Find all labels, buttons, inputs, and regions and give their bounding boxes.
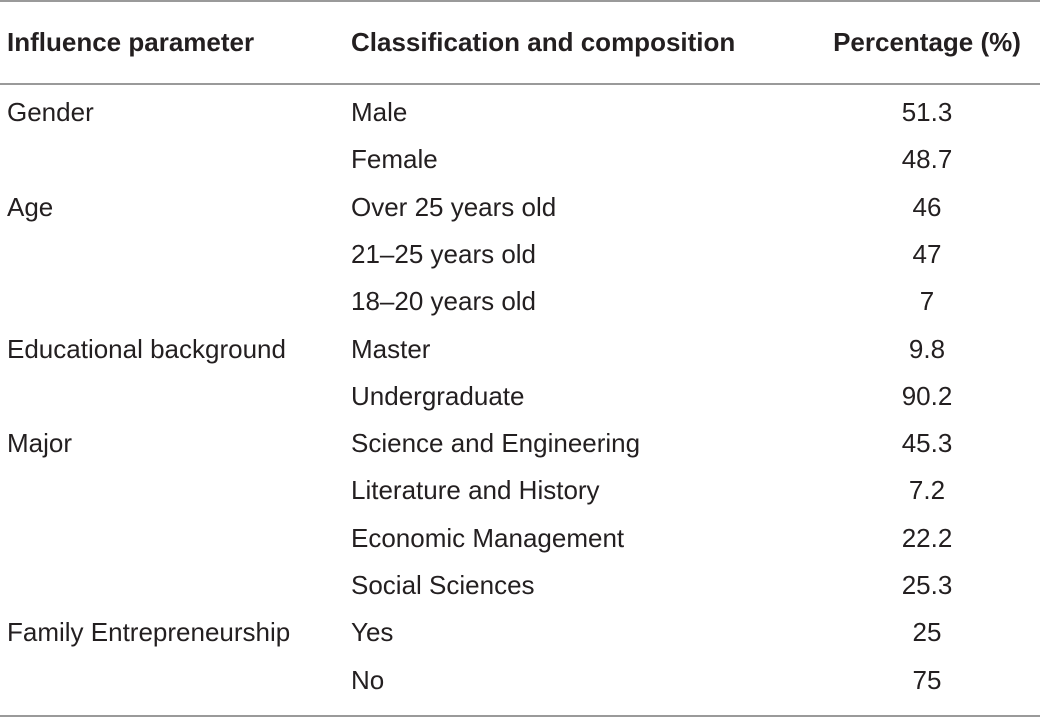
classification-cell: Economic Management [351, 522, 625, 553]
classification-cell: Literature and History [351, 475, 600, 506]
classification-cell: Female [351, 144, 438, 175]
percentage-cell: 47 [912, 238, 942, 269]
classification-cell: Male [351, 97, 408, 127]
classification-cell: 18–20 years old [351, 286, 537, 317]
parameter-cell: Major [7, 428, 73, 459]
bottom-rule [0, 715, 1040, 717]
header-cell: Classification and composition [351, 27, 736, 57]
classification-cell: Undergraduate [351, 380, 525, 411]
parameter-cell: Educational background [7, 333, 286, 364]
percentage-cell: 46 [912, 191, 942, 222]
header-cell: Influence parameter [7, 27, 255, 57]
header-rule [0, 83, 1040, 85]
top-rule [0, 0, 1040, 2]
classification-cell: 21–25 years old [351, 238, 537, 269]
percentage-cell: 90.2 [901, 380, 953, 411]
parameter-cell: Gender [7, 97, 94, 127]
percentage-cell: 7 [919, 286, 935, 317]
percentage-cell: 45.3 [901, 428, 953, 459]
percentage-cell: 75 [912, 664, 942, 695]
parameter-cell: Family Entrepreneurship [7, 617, 291, 648]
percentage-cell: 9.8 [908, 333, 946, 364]
classification-cell: No [351, 664, 385, 695]
parameter-cell: Age [7, 191, 54, 222]
percentage-cell: 48.7 [901, 144, 953, 175]
header-cell: Percentage (%) [833, 27, 1021, 57]
percentage-cell: 25.3 [901, 570, 953, 600]
percentage-cell: 25 [912, 617, 942, 648]
percentage-cell: 7.2 [908, 475, 946, 506]
classification-cell: Yes [351, 617, 394, 648]
classification-cell: Master [351, 333, 431, 364]
classification-cell: Science and Engineering [351, 428, 641, 459]
classification-cell: Social Sciences [351, 570, 535, 600]
classification-cell: Over 25 years old [351, 191, 557, 222]
percentage-cell: 22.2 [901, 522, 953, 553]
percentage-cell: 51.3 [901, 97, 953, 127]
